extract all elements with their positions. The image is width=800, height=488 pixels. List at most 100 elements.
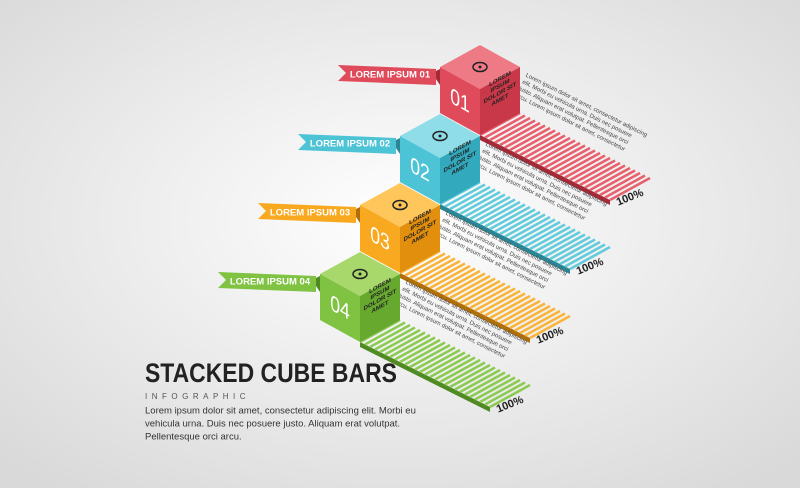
bar-stripe xyxy=(554,238,596,263)
bar-stripe xyxy=(494,297,536,322)
title: STACKED CUBE BARS xyxy=(145,358,397,388)
bar-stripe xyxy=(484,381,526,406)
bar-stripe xyxy=(494,119,536,144)
bar-stripe xyxy=(404,341,446,366)
bar-stripe xyxy=(519,131,561,157)
cube-number: 04 xyxy=(330,291,350,326)
ribbon-label: LOREM IPSUM 03 xyxy=(270,208,350,219)
bar-stripe xyxy=(439,358,481,384)
bar-stripe xyxy=(369,323,411,349)
bar-stripe xyxy=(599,171,641,197)
bar-stripe xyxy=(569,245,611,271)
bar-stripe xyxy=(474,198,516,223)
bar-stripe xyxy=(394,336,436,361)
bar-stripe xyxy=(474,376,516,401)
bar-stripe xyxy=(439,269,481,295)
bar-stripe xyxy=(519,309,561,335)
bar-stripe xyxy=(374,326,416,351)
bar-stripe xyxy=(469,373,511,399)
cube-left xyxy=(440,67,480,135)
icon xyxy=(432,130,448,142)
bar-stripe xyxy=(399,338,441,364)
bar-stripe xyxy=(424,262,466,287)
cube-left xyxy=(320,274,360,342)
bar-stripe xyxy=(514,218,556,243)
ribbon-label: LOREM IPSUM 04 xyxy=(230,277,311,288)
bar-stripe xyxy=(409,343,451,369)
bar-stripe xyxy=(444,272,486,297)
bar-stripe xyxy=(449,363,491,389)
bar-stripe xyxy=(539,230,581,256)
bar-stripe xyxy=(414,257,456,282)
bar-stripe xyxy=(489,383,531,409)
bar-stripe xyxy=(429,264,471,290)
bar-stripe xyxy=(494,208,536,233)
bar-stripe xyxy=(504,302,546,327)
icon xyxy=(472,61,488,73)
bar-stripe xyxy=(404,252,446,277)
bar-stripe xyxy=(384,331,426,356)
bar-stripe xyxy=(454,277,496,302)
cube-number: 02 xyxy=(410,153,430,188)
cube-right xyxy=(480,67,520,135)
body-text: vehicula urna. Duis nec posuere justo. A… xyxy=(145,419,400,430)
bar-stripe xyxy=(509,304,551,330)
bar-stripe xyxy=(519,220,561,246)
cube-number: 03 xyxy=(370,222,390,257)
bar-stripe xyxy=(449,185,491,211)
bar-stripe xyxy=(559,151,601,177)
bar-stripe xyxy=(569,156,611,182)
cube-right xyxy=(440,136,480,204)
bar-stripe xyxy=(459,368,501,394)
bar-stripe xyxy=(524,312,566,337)
bar-stripe xyxy=(594,169,636,194)
bar-stripe xyxy=(434,267,476,292)
bar-stripe xyxy=(504,213,546,238)
bar-stripe xyxy=(464,282,506,307)
bar-stripe xyxy=(609,176,651,202)
bar-stripe xyxy=(419,348,461,374)
bar-stripe xyxy=(459,190,501,216)
bar-stripe xyxy=(499,299,541,325)
bar-stripe xyxy=(534,139,576,164)
bar-stripe xyxy=(484,114,526,139)
bar-stripe xyxy=(434,356,476,381)
bar-stripe xyxy=(554,149,596,174)
bar-stripe xyxy=(604,174,646,199)
bar-stripe xyxy=(454,366,496,391)
cube-left xyxy=(400,136,440,204)
bar-stripe xyxy=(534,228,576,253)
bar-side xyxy=(400,273,530,343)
bar-stripe xyxy=(479,289,521,315)
ribbon xyxy=(338,65,436,85)
bar-stripe xyxy=(529,225,571,251)
bar-stripe xyxy=(524,134,566,159)
bar-stripe xyxy=(509,215,551,241)
bar-stripe xyxy=(499,210,541,236)
ribbon-label: LOREM IPSUM 01 xyxy=(350,70,431,81)
bar-stripe xyxy=(544,144,586,169)
bar-stripe xyxy=(514,129,556,154)
bar-stripe xyxy=(559,240,601,266)
cube-number: 01 xyxy=(450,84,470,119)
icon xyxy=(392,199,408,211)
bar-stripe xyxy=(589,166,631,192)
ribbon-label: LOREM IPSUM 02 xyxy=(310,139,390,150)
bar-stripe xyxy=(509,126,551,152)
bar-stripe xyxy=(524,223,566,248)
bar-stripe xyxy=(564,243,606,268)
bar-stripe xyxy=(574,159,616,184)
bar-side xyxy=(480,135,610,205)
bar-stripe xyxy=(529,136,571,162)
bar-stripe xyxy=(444,361,486,386)
bar-stripe xyxy=(389,333,431,359)
icon-dot xyxy=(398,203,402,207)
bar-stripe xyxy=(459,279,501,305)
bar-stripe xyxy=(484,203,526,228)
bar-stripe xyxy=(584,164,626,189)
icon-dot xyxy=(358,272,362,276)
bar-stripe xyxy=(564,154,606,179)
cube-right xyxy=(360,274,400,342)
